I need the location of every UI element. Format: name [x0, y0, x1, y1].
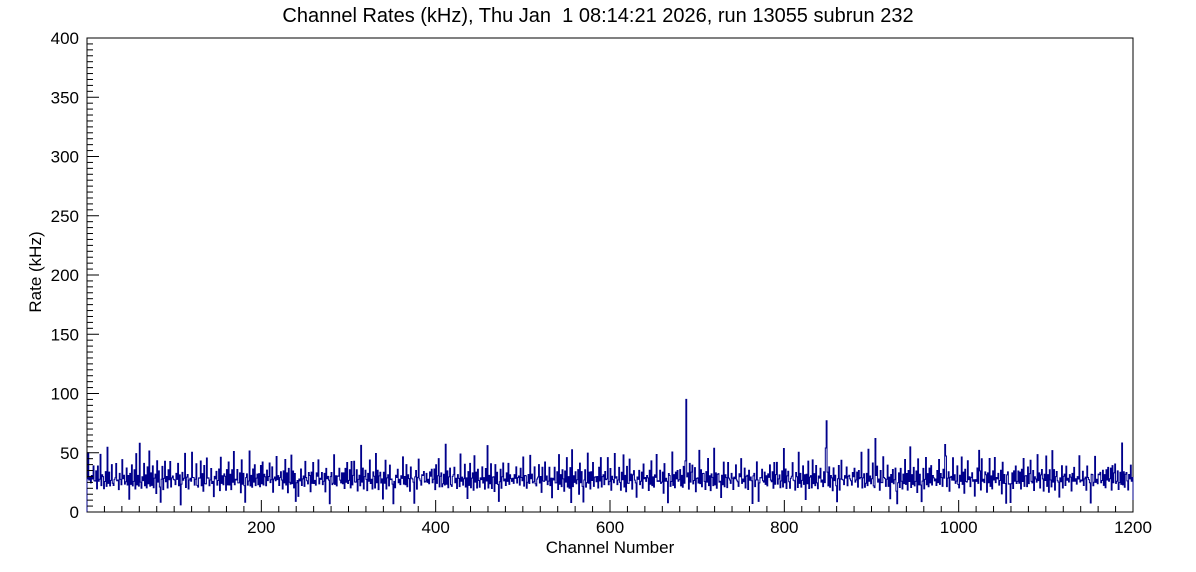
- chart-title: Channel Rates (kHz), Thu Jan 1 08:14:21 …: [282, 5, 914, 27]
- y-tick-label: 100: [51, 385, 79, 404]
- x-axis-title: Channel Number: [545, 538, 675, 557]
- x-tick-label: 800: [770, 518, 798, 537]
- y-tick-label: 0: [70, 503, 79, 522]
- plot-frame: [86, 37, 1134, 513]
- x-tick-label: 1000: [940, 518, 978, 537]
- x-tick-label: 400: [421, 518, 449, 537]
- x-tick-label: 600: [596, 518, 624, 537]
- x-tick-label: 1200: [1114, 518, 1152, 537]
- x-tick-label: 200: [247, 518, 275, 537]
- y-tick-label: 50: [60, 444, 79, 463]
- y-tick-label: 400: [51, 29, 79, 48]
- y-tick-label: 250: [51, 207, 79, 226]
- histogram-line: [86, 398, 1134, 512]
- y-tick-label: 350: [51, 88, 79, 107]
- y-tick-label: 200: [51, 266, 79, 285]
- y-tick-label: 150: [51, 325, 79, 344]
- y-tick-label: 300: [51, 148, 79, 167]
